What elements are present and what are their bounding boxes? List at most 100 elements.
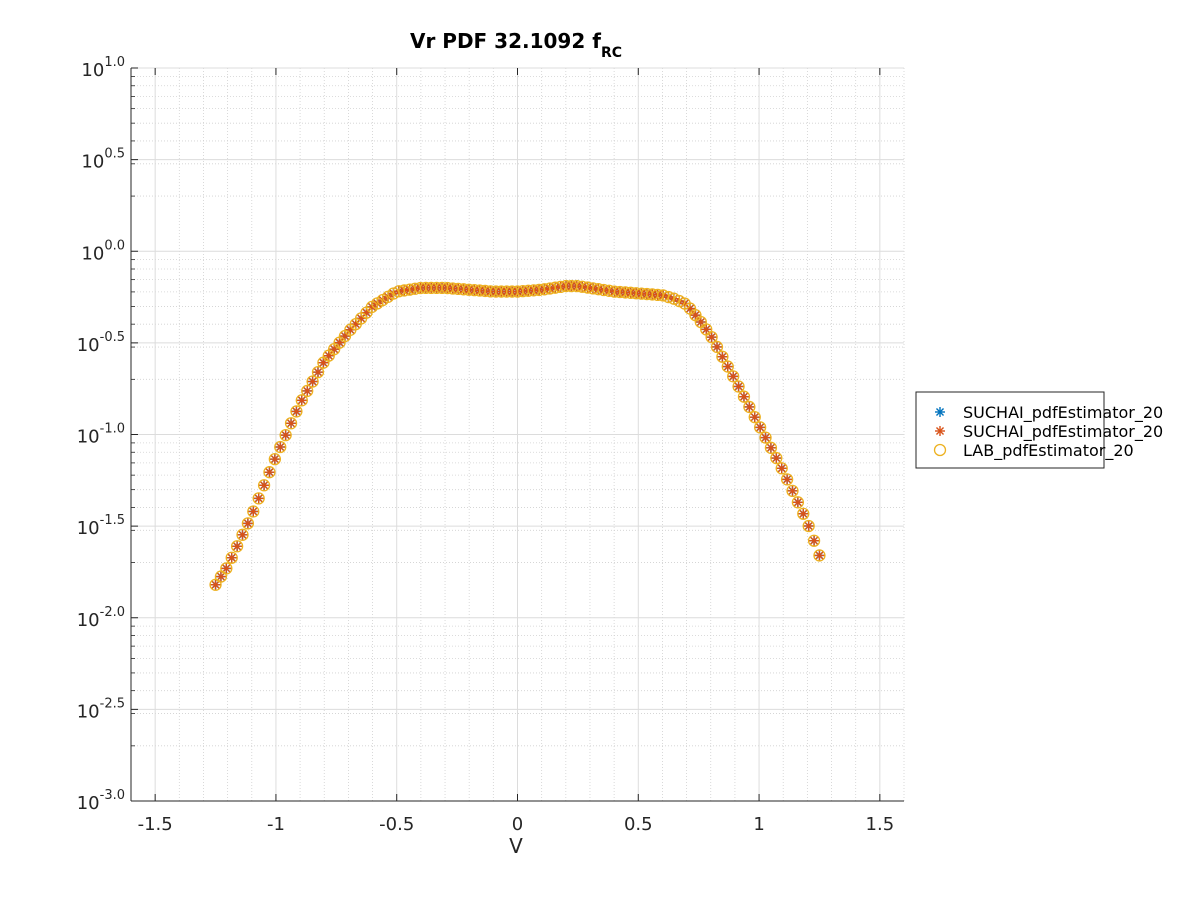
legend-marker <box>935 426 945 436</box>
data-point <box>301 384 314 398</box>
data-point <box>797 507 810 520</box>
legend-box <box>915 391 1105 469</box>
data-point <box>230 540 244 553</box>
x-tick-label: 1.5 <box>866 814 895 835</box>
legend-item: SUCHAI_pdfEstimator_20 <box>935 422 1163 442</box>
y-tick-label: 10-0.5 <box>77 330 125 356</box>
axes <box>130 67 904 802</box>
data-point <box>274 440 287 454</box>
data-point <box>803 520 814 531</box>
data-point <box>728 371 739 382</box>
data-point <box>722 361 733 372</box>
data-point <box>760 432 771 443</box>
data-point <box>792 497 803 508</box>
data-point <box>732 380 745 393</box>
y-tick-label: 10-2.5 <box>77 696 125 722</box>
data-point <box>743 400 756 414</box>
data-point <box>814 550 825 561</box>
chart-title: Vr PDF 32.1092 fRC <box>410 29 622 61</box>
data-point <box>311 365 325 379</box>
data-point <box>286 418 297 429</box>
data-point <box>242 518 253 529</box>
legend-label: SUCHAI_pdfEstimator_20 <box>963 422 1163 442</box>
y-tick-label: 10-1.5 <box>77 513 125 539</box>
data-point <box>280 430 291 441</box>
data-point <box>798 508 809 519</box>
chart-title-subscript: RC <box>601 45 622 61</box>
tick-labels: -1.5 -1 -0.5 0 0.5 1 1.5 101.0 100.5 100.0 10-0.5 1… <box>77 55 894 835</box>
data-point <box>269 454 280 465</box>
data-point <box>776 463 787 474</box>
data-point <box>284 417 298 430</box>
data-point <box>764 441 778 454</box>
data-point <box>780 473 794 486</box>
data-point <box>215 571 226 582</box>
data-point <box>809 535 820 546</box>
legend: SUCHAI_pdfEstimator_20SUCHAI_pdfEstimato… <box>915 391 1163 469</box>
data-point <box>302 385 313 396</box>
x-axis-label: V <box>509 834 523 858</box>
data-point <box>807 534 821 547</box>
data-point <box>755 422 766 433</box>
x-tick-label: -1.5 <box>138 814 173 835</box>
data-point <box>716 350 729 363</box>
data-point <box>257 479 271 492</box>
data-point <box>667 292 681 305</box>
y-tick-label: 10-3.0 <box>77 788 125 814</box>
data-point <box>248 506 259 517</box>
legend-item: LAB_pdfEstimator_20 <box>933 441 1134 461</box>
data-point <box>791 496 805 509</box>
data-point <box>673 294 686 308</box>
data-point <box>733 381 744 392</box>
data-point <box>721 360 734 373</box>
data-point <box>782 474 793 485</box>
data-point <box>226 552 237 563</box>
data-point <box>802 519 815 533</box>
data-point <box>291 406 302 417</box>
data-point <box>759 431 772 444</box>
data-point <box>232 541 243 552</box>
data-point <box>771 453 782 464</box>
data-point <box>252 492 265 505</box>
data-point <box>662 290 675 304</box>
legend-item: SUCHAI_pdfEstimator_20 <box>935 403 1163 423</box>
data-point <box>268 452 282 466</box>
y-tick-label: 100.5 <box>81 147 125 173</box>
y-tick-label: 10-2.0 <box>77 605 125 631</box>
data-point <box>656 289 670 302</box>
data-point <box>765 442 776 453</box>
x-tick-label: 0.5 <box>624 814 653 835</box>
x-tick-label: -1 <box>267 814 285 835</box>
data-point <box>259 480 270 491</box>
data-point <box>210 579 221 590</box>
data-point <box>770 451 783 465</box>
data-point <box>786 484 799 497</box>
data-point <box>744 401 755 412</box>
data-point <box>275 442 286 453</box>
data-point <box>247 505 260 518</box>
data-point <box>295 394 308 407</box>
y-tick-label: 10-1.0 <box>77 422 125 448</box>
y-tick-label: 101.0 <box>81 55 125 81</box>
data-point <box>705 330 718 344</box>
data-point <box>737 390 751 403</box>
data-point <box>307 376 318 387</box>
data-point <box>225 551 238 564</box>
data-point <box>753 421 767 434</box>
data-point <box>264 467 275 478</box>
data-point <box>312 367 323 378</box>
data-point <box>221 563 232 574</box>
series-3 <box>209 279 826 591</box>
data-point <box>775 462 788 475</box>
data-point <box>220 562 233 575</box>
data-series <box>209 279 826 591</box>
data-point <box>717 351 728 362</box>
x-tick-label: 0 <box>512 814 523 835</box>
legend-label: LAB_pdfEstimator_20 <box>963 441 1134 461</box>
y-tick-label: 100.0 <box>81 238 125 264</box>
data-point <box>787 485 798 496</box>
data-point <box>306 375 319 388</box>
data-point <box>263 466 276 479</box>
x-tick-label: -0.5 <box>379 814 414 835</box>
